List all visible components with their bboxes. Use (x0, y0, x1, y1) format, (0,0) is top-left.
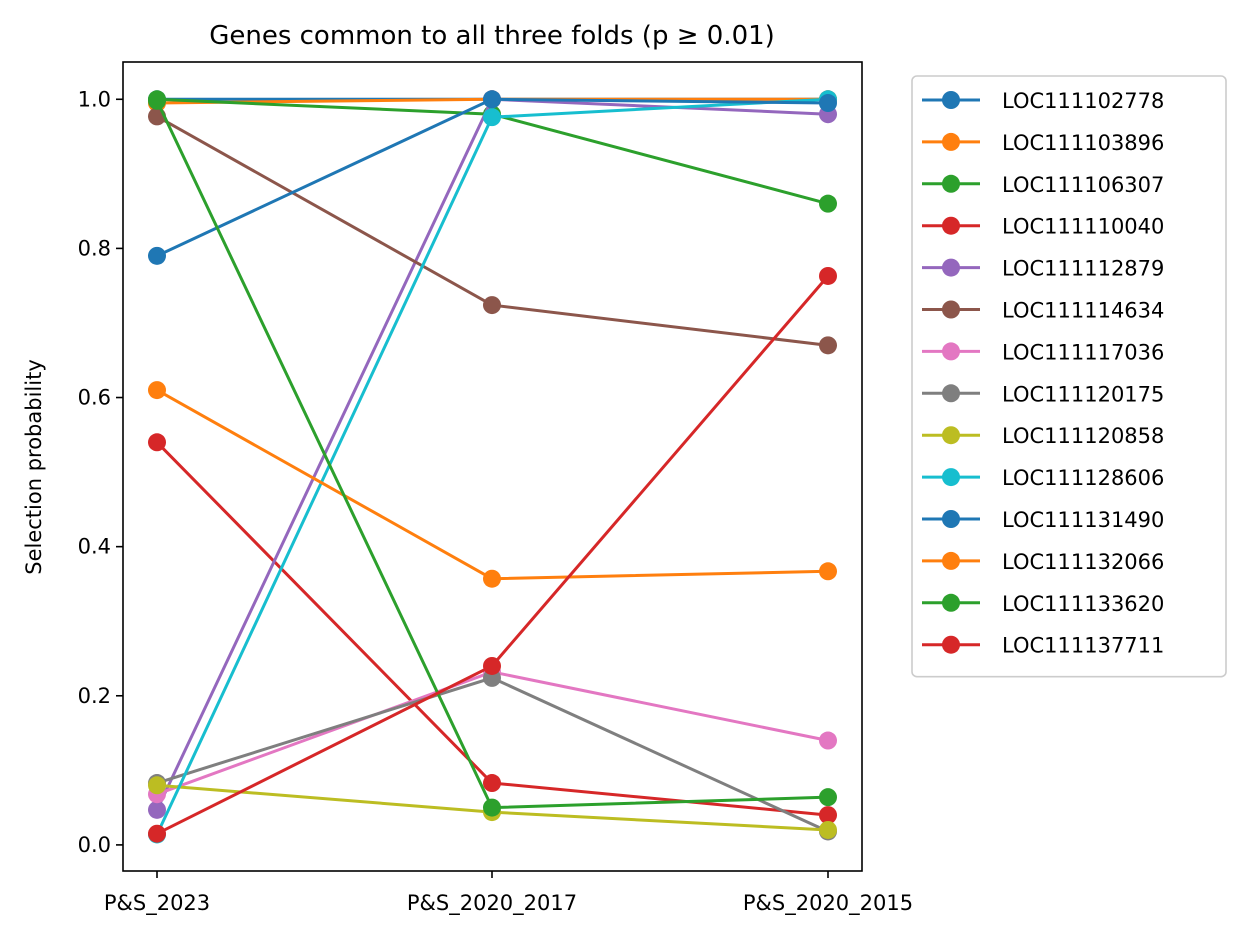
legend-label: LOC111103896 (1002, 131, 1164, 155)
legend-marker (942, 258, 960, 277)
y-tick-label: 0.2 (78, 684, 111, 708)
legend-marker (942, 300, 960, 319)
legend-marker (942, 216, 960, 235)
data-point (819, 562, 837, 581)
data-point (819, 94, 837, 113)
legend-marker (942, 384, 960, 403)
data-point (148, 381, 166, 400)
legend-marker (942, 468, 960, 487)
data-point (483, 296, 501, 315)
legend-entry: LOC111114634 (922, 299, 1164, 323)
data-point (483, 798, 501, 817)
data-point (148, 776, 166, 795)
legend-label: LOC111137711 (1002, 634, 1164, 658)
legend-marker (942, 635, 960, 654)
y-tick-label: 0.4 (78, 535, 111, 559)
data-point (483, 569, 501, 588)
series-line (155, 441, 829, 817)
data-point (819, 266, 837, 285)
data-point (148, 433, 166, 452)
series-line (156, 388, 829, 581)
data-point (819, 806, 837, 825)
legend-label: LOC111128606 (1002, 466, 1164, 490)
legend-label: LOC111102778 (1002, 89, 1164, 113)
legend-entry: LOC111120175 (922, 382, 1164, 406)
series-line (155, 97, 829, 811)
series-LOC111133620 (148, 91, 837, 817)
plot-area: 0.0 0.2 0.4 0.6 0.8 1.0 P&S_2023 P&S_2020_2017 P… (78, 61, 913, 916)
legend-marker (942, 551, 960, 570)
data-point (148, 91, 166, 110)
y-tick-label: 1.0 (78, 87, 111, 111)
legend-marker (942, 174, 960, 193)
legend-label: LOC111106307 (1002, 173, 1164, 197)
data-point (148, 246, 166, 265)
series-LOC111131490 (148, 90, 837, 265)
legend-label: LOC111132066 (1002, 550, 1164, 574)
legend-marker (942, 510, 960, 528)
y-tick-label: 0.0 (78, 833, 111, 857)
data-point (483, 90, 501, 109)
legend-entry: LOC111103896 (922, 131, 1164, 155)
x-tick-label: P&S_2023 (104, 891, 210, 916)
data-point (819, 731, 837, 750)
legend-label: LOC111114634 (1002, 299, 1164, 323)
legend-entry: LOC111117036 (922, 340, 1164, 364)
data-point (148, 800, 166, 819)
legend-box (911, 75, 1227, 678)
legend-entry: LOC111128606 (922, 466, 1164, 490)
series-LOC111132066 (148, 381, 837, 588)
series-line (155, 100, 829, 810)
legend-entry: LOC111102778 (922, 89, 1164, 113)
chart-title: Genes common to all three folds (p ≥ 0.0… (209, 21, 775, 51)
y-axis-label: Selection probability (22, 359, 46, 575)
legend-entry: LOC111120858 (922, 424, 1164, 448)
data-point (483, 656, 501, 675)
series-LOC111128606 (148, 90, 837, 844)
series-LOC111112879 (148, 90, 837, 819)
legend-label: LOC111112879 (1002, 257, 1164, 281)
legend-label: LOC111117036 (1002, 340, 1164, 364)
legend: LOC111102778 LOC111103896 LOC111106307 LOC1… (911, 75, 1227, 678)
legend-label: LOC111110040 (1002, 215, 1164, 239)
series-LOC111114634 (148, 107, 837, 355)
legend-marker (942, 342, 960, 361)
legend-label: LOC111120175 (1002, 382, 1164, 406)
legend-entry: LOC111112879 (922, 257, 1164, 281)
legend-marker (942, 91, 960, 109)
data-point (819, 336, 837, 355)
legend-label: LOC111120858 (1002, 424, 1164, 448)
legend-label: LOC111133620 (1002, 592, 1164, 616)
data-point (483, 774, 501, 793)
data-point (819, 820, 837, 839)
legend-marker (942, 593, 960, 612)
legend-entry: LOC111133620 (922, 592, 1164, 616)
legend-marker (942, 132, 960, 151)
legend-label: LOC111131490 (1002, 508, 1164, 532)
legend-entry: LOC111131490 (922, 508, 1164, 532)
legend-marker (942, 426, 960, 445)
y-tick-label: 0.6 (78, 386, 111, 410)
data-point (819, 788, 837, 807)
data-point (819, 194, 837, 213)
legend-entry: LOC111106307 (922, 173, 1164, 197)
data-point (483, 108, 501, 127)
y-tick-label: 0.8 (78, 236, 111, 260)
x-tick-label: P&S_2020_2017 (407, 891, 577, 916)
x-tick-label: P&S_2020_2015 (743, 891, 913, 916)
series-LOC111110040 (148, 433, 837, 825)
legend-entry: LOC111110040 (922, 215, 1164, 239)
data-point (148, 824, 166, 843)
legend-entry: LOC111132066 (922, 550, 1164, 574)
legend-entry: LOC111137711 (922, 634, 1164, 658)
series-LOC111137711 (148, 266, 837, 843)
